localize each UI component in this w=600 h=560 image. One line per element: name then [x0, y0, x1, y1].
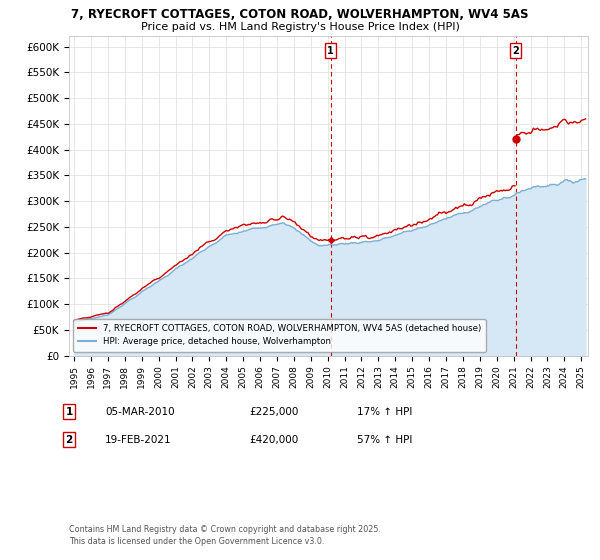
Text: 57% ↑ HPI: 57% ↑ HPI [357, 435, 412, 445]
Text: 17% ↑ HPI: 17% ↑ HPI [357, 407, 412, 417]
Text: 05-MAR-2010: 05-MAR-2010 [105, 407, 175, 417]
Legend: 7, RYECROFT COTTAGES, COTON ROAD, WOLVERHAMPTON, WV4 5AS (detached house), HPI: : 7, RYECROFT COTTAGES, COTON ROAD, WOLVER… [73, 319, 486, 352]
Text: 2: 2 [512, 46, 519, 56]
Text: Price paid vs. HM Land Registry's House Price Index (HPI): Price paid vs. HM Land Registry's House … [140, 22, 460, 32]
Text: £420,000: £420,000 [249, 435, 298, 445]
Text: £225,000: £225,000 [249, 407, 298, 417]
Text: 2: 2 [65, 435, 73, 445]
Text: 7, RYECROFT COTTAGES, COTON ROAD, WOLVERHAMPTON, WV4 5AS: 7, RYECROFT COTTAGES, COTON ROAD, WOLVER… [71, 8, 529, 21]
Text: 1: 1 [65, 407, 73, 417]
Text: 1: 1 [327, 46, 334, 56]
Text: Contains HM Land Registry data © Crown copyright and database right 2025.
This d: Contains HM Land Registry data © Crown c… [69, 525, 381, 546]
Text: 19-FEB-2021: 19-FEB-2021 [105, 435, 172, 445]
